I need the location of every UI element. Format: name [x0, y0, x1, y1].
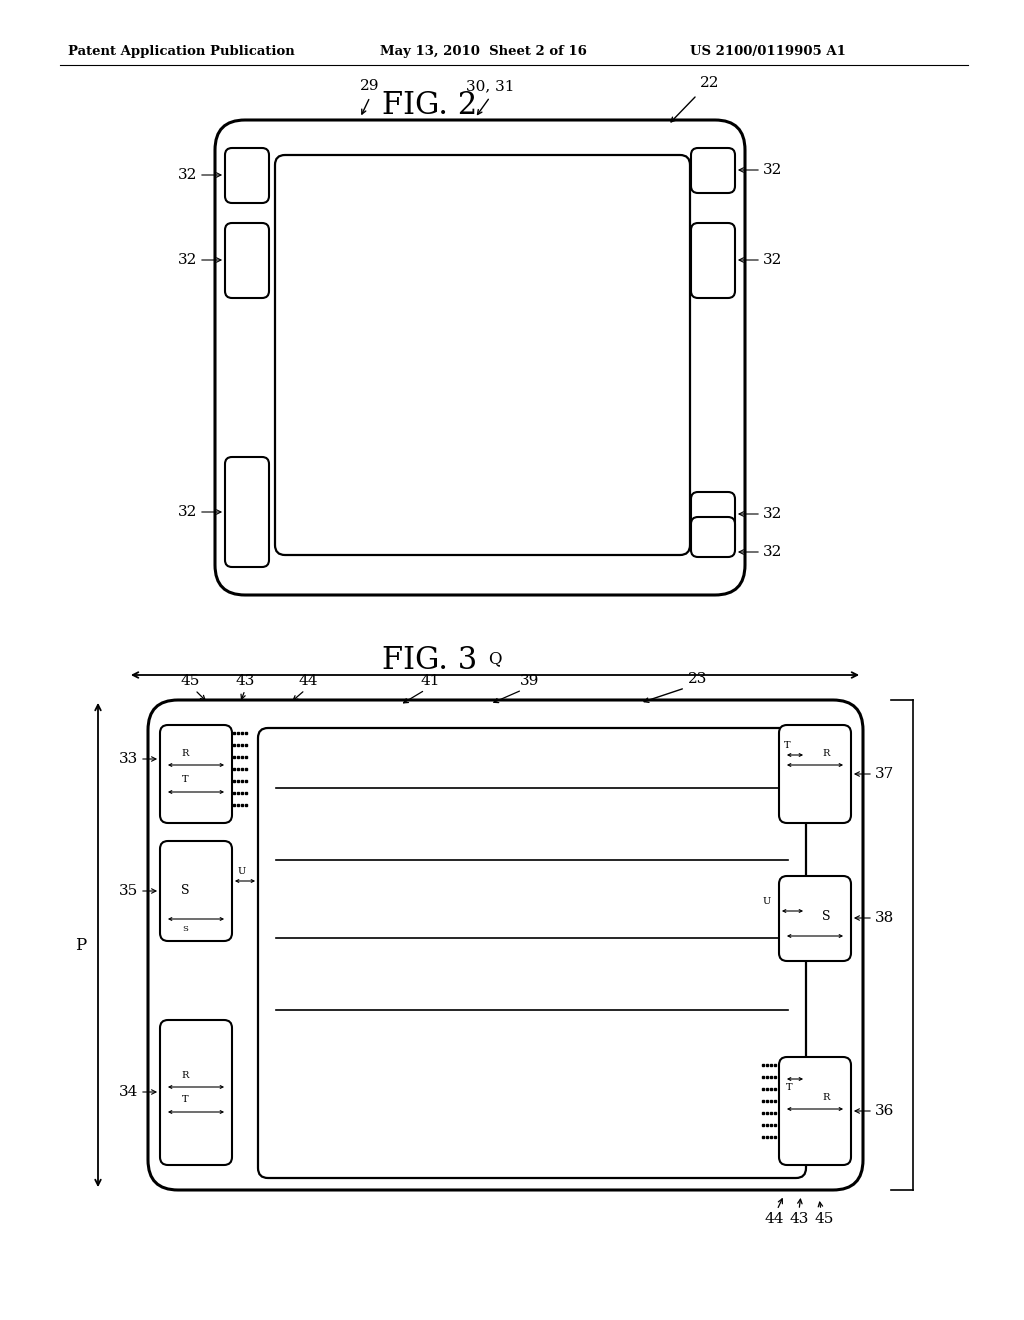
Text: 23: 23	[688, 672, 708, 686]
Text: 36: 36	[874, 1104, 894, 1118]
Text: 41: 41	[420, 675, 439, 688]
Text: 33: 33	[119, 752, 138, 766]
Text: FIG. 2: FIG. 2	[382, 90, 477, 121]
FancyBboxPatch shape	[275, 154, 690, 554]
Text: 32: 32	[763, 162, 782, 177]
FancyBboxPatch shape	[779, 1057, 851, 1166]
Text: T: T	[181, 1096, 188, 1105]
Text: 45: 45	[180, 675, 200, 688]
FancyBboxPatch shape	[779, 876, 851, 961]
Text: S: S	[182, 925, 188, 933]
Text: 30, 31: 30, 31	[466, 79, 514, 92]
Text: 22: 22	[700, 77, 720, 90]
Text: 38: 38	[874, 911, 894, 925]
Text: US 2100/0119905 A1: US 2100/0119905 A1	[690, 45, 846, 58]
FancyBboxPatch shape	[215, 120, 745, 595]
Text: 29: 29	[360, 79, 380, 92]
FancyBboxPatch shape	[691, 223, 735, 298]
Text: S: S	[821, 909, 830, 923]
FancyBboxPatch shape	[225, 223, 269, 298]
Text: 32: 32	[177, 168, 197, 182]
FancyBboxPatch shape	[160, 725, 232, 822]
FancyBboxPatch shape	[779, 725, 851, 822]
Text: 44: 44	[764, 1212, 783, 1226]
FancyBboxPatch shape	[258, 729, 806, 1177]
Text: T: T	[783, 741, 791, 750]
Text: 44: 44	[298, 675, 317, 688]
Text: R: R	[181, 1071, 188, 1080]
Text: T: T	[181, 776, 188, 784]
Text: 32: 32	[763, 253, 782, 267]
Text: May 13, 2010  Sheet 2 of 16: May 13, 2010 Sheet 2 of 16	[380, 45, 587, 58]
FancyBboxPatch shape	[160, 1020, 232, 1166]
Text: T: T	[785, 1082, 793, 1092]
FancyBboxPatch shape	[225, 457, 269, 568]
Text: 32: 32	[177, 253, 197, 267]
Text: U: U	[238, 866, 246, 875]
Text: 39: 39	[520, 675, 540, 688]
Text: P: P	[75, 936, 86, 953]
FancyBboxPatch shape	[691, 148, 735, 193]
Text: R: R	[181, 748, 188, 758]
Text: 45: 45	[814, 1212, 834, 1226]
Text: Patent Application Publication: Patent Application Publication	[68, 45, 295, 58]
FancyBboxPatch shape	[691, 492, 735, 546]
Text: 37: 37	[874, 767, 894, 781]
Text: R: R	[822, 748, 829, 758]
Text: FIG. 3: FIG. 3	[382, 645, 477, 676]
Text: 32: 32	[763, 507, 782, 521]
Text: R: R	[822, 1093, 829, 1101]
Text: 43: 43	[236, 675, 255, 688]
FancyBboxPatch shape	[691, 517, 735, 557]
Text: S: S	[181, 884, 189, 898]
FancyBboxPatch shape	[148, 700, 863, 1191]
Text: U: U	[763, 896, 771, 906]
FancyBboxPatch shape	[225, 148, 269, 203]
Text: 32: 32	[177, 506, 197, 519]
Text: Q: Q	[488, 649, 502, 667]
FancyBboxPatch shape	[160, 841, 232, 941]
Text: 35: 35	[119, 884, 138, 898]
Text: 34: 34	[119, 1085, 138, 1100]
Text: 43: 43	[790, 1212, 809, 1226]
Text: 32: 32	[763, 545, 782, 558]
